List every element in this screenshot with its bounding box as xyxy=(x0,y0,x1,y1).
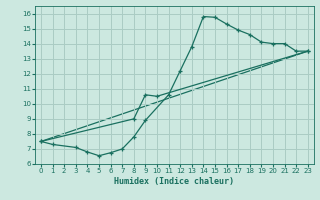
X-axis label: Humidex (Indice chaleur): Humidex (Indice chaleur) xyxy=(115,177,235,186)
